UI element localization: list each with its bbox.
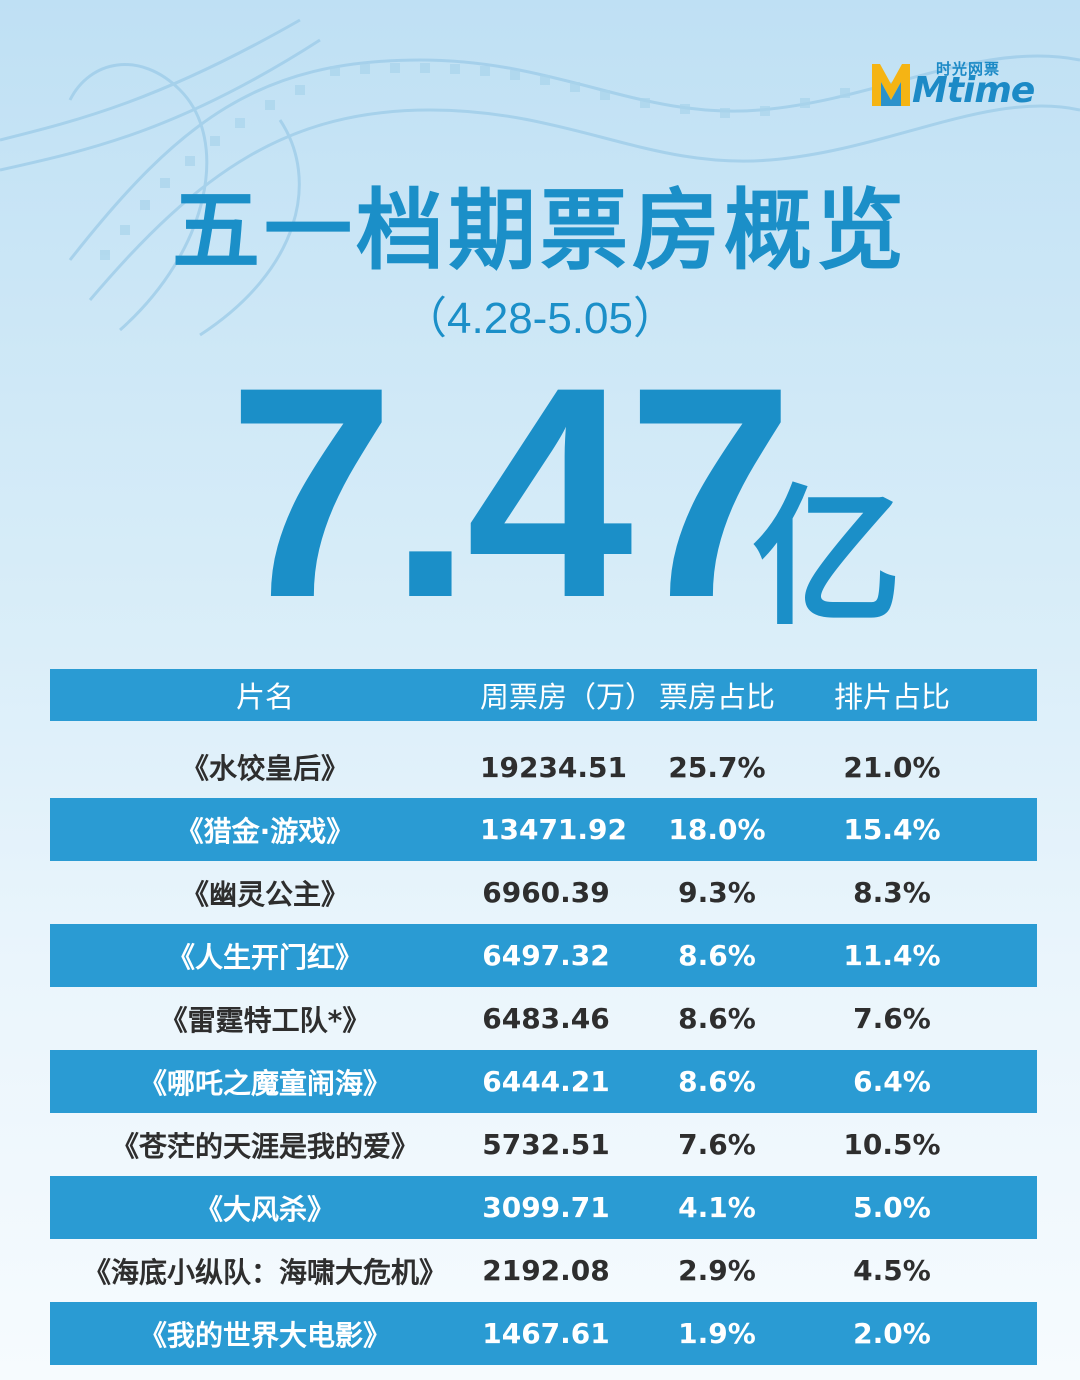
logo-chinese-text: 时光网票 (936, 60, 1001, 78)
cell-box-office-share: 1.9% (678, 1317, 756, 1350)
cell-box-office-share: 8.6% (678, 1065, 756, 1098)
cell-box-office-share: 4.1% (678, 1191, 756, 1224)
cell-weekly-box-office: 6497.32 (482, 939, 610, 972)
cell-weekly-box-office: 6444.21 (482, 1065, 610, 1098)
mtime-logo: 时光网票 Mtime (872, 58, 1035, 114)
cell-weekly-box-office: 13471.92 (480, 813, 628, 846)
cell-film-name: 《猎金·游戏》 (175, 814, 355, 848)
header-screening-share: 排片占比 (833, 680, 950, 714)
table-row: 《水饺皇后》 19234.51 25.7% 21.0% (50, 736, 1037, 798)
cell-weekly-box-office: 5732.51 (482, 1128, 610, 1161)
date-range: （4.28-5.05） (403, 294, 677, 343)
cell-film-name: 《幽灵公主》 (180, 877, 349, 911)
table-row: 《哪吒之魔童闹海》 6444.21 8.6% 6.4% (50, 1050, 1037, 1113)
cell-film-name: 《苍茫的天涯是我的爱》 (110, 1129, 419, 1163)
logo-brand-text: Mtime (912, 70, 1035, 111)
cell-film-name: 《人生开门红》 (166, 940, 363, 974)
table-row: 《人生开门红》 6497.32 8.6% 11.4% (50, 924, 1037, 987)
cell-screening-share: 2.0% (853, 1317, 931, 1350)
header-box-office-share: 票房占比 (658, 680, 775, 714)
cell-screening-share: 11.4% (843, 939, 941, 972)
table-body: 《水饺皇后》 19234.51 25.7% 21.0% 《猎金·游戏》 13471.92 1… (50, 736, 1037, 1365)
cell-box-office-share: 8.6% (678, 1002, 756, 1035)
cell-box-office-share: 7.6% (678, 1128, 756, 1161)
cell-film-name: 《哪吒之魔童闹海》 (138, 1066, 391, 1100)
cell-screening-share: 4.5% (853, 1254, 931, 1287)
box-office-table: 片名 周票房（万） 票房占比 排片占比 《水饺皇后》 19234.51 25.7% 2… (50, 669, 1037, 1365)
cell-weekly-box-office: 3099.71 (482, 1191, 610, 1224)
cell-film-name: 《雷霆特工队*》 (159, 1003, 371, 1037)
cell-film-name: 《水饺皇后》 (180, 752, 349, 785)
table-row: 《幽灵公主》 6960.39 9.3% 8.3% (50, 861, 1037, 924)
header-film-name: 片名 (235, 680, 294, 714)
cell-screening-share: 7.6% (853, 1002, 931, 1035)
cell-box-office-share: 25.7% (668, 750, 766, 784)
header-weekly-box-office: 周票房（万） (480, 680, 655, 714)
cell-film-name: 《海底小纵队：海啸大危机》 (82, 1255, 447, 1289)
table-header: 片名 周票房（万） 票房占比 排片占比 (50, 669, 1037, 721)
cell-box-office-share: 18.0% (668, 813, 766, 846)
table-row: 《雷霆特工队*》 6483.46 8.6% 7.6% (50, 987, 1037, 1050)
cell-box-office-share: 8.6% (678, 939, 756, 972)
cell-weekly-box-office: 6960.39 (482, 876, 610, 909)
table-row: 《猎金·游戏》 13471.92 18.0% 15.4% (50, 798, 1037, 861)
cell-screening-share: 15.4% (843, 813, 941, 846)
cell-weekly-box-office: 1467.61 (482, 1317, 610, 1350)
table-row: 《我的世界大电影》 1467.61 1.9% 2.0% (50, 1302, 1037, 1365)
page-title: 五一档期票房概览 (171, 179, 908, 282)
cell-screening-share: 5.0% (853, 1191, 931, 1224)
cell-weekly-box-office: 19234.51 (480, 750, 628, 784)
cell-weekly-box-office: 6483.46 (482, 1002, 610, 1035)
table-row: 《大风杀》 3099.71 4.1% 5.0% (50, 1176, 1037, 1239)
cell-screening-share: 8.3% (853, 876, 931, 909)
cell-film-name: 《大风杀》 (194, 1192, 335, 1226)
cell-box-office-share: 2.9% (678, 1254, 756, 1287)
m-logo-icon (872, 64, 910, 106)
cell-screening-share: 10.5% (843, 1128, 941, 1161)
total-box-office-unit: 亿 (752, 472, 903, 646)
table-row: 《海底小纵队：海啸大危机》 2192.08 2.9% 4.5% (50, 1239, 1037, 1302)
cell-screening-share: 6.4% (853, 1065, 931, 1098)
cell-film-name: 《我的世界大电影》 (138, 1318, 391, 1352)
total-box-office-value: 7.47 (228, 324, 794, 660)
cell-screening-share: 21.0% (843, 750, 941, 784)
cell-weekly-box-office: 2192.08 (482, 1254, 610, 1287)
film-strip-decoration (0, 18, 1080, 337)
cell-box-office-share: 9.3% (678, 876, 756, 909)
table-row: 《苍茫的天涯是我的爱》 5732.51 7.6% 10.5% (50, 1113, 1037, 1176)
